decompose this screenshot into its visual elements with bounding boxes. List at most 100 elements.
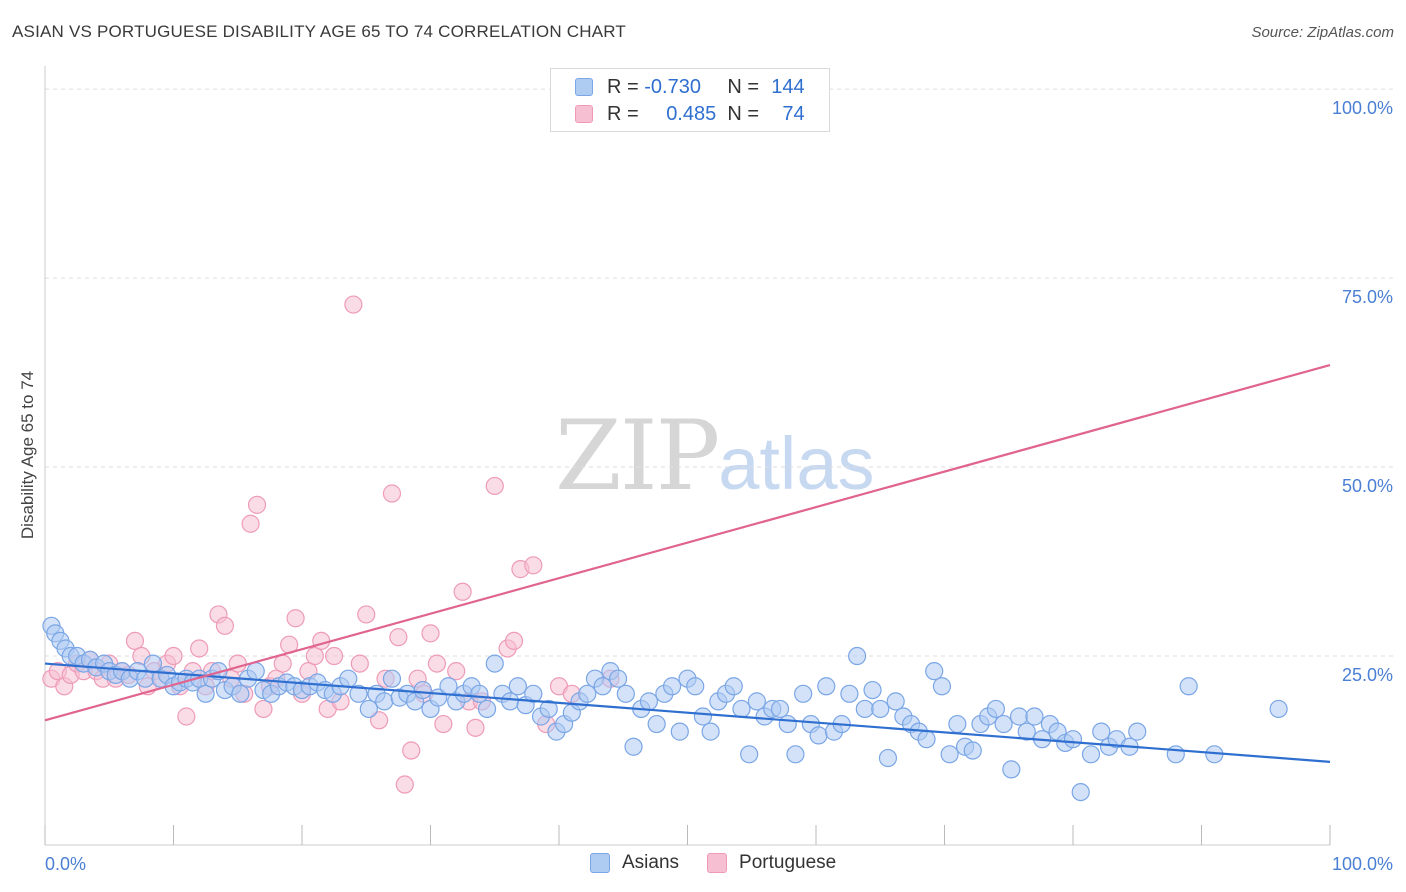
asian-point <box>609 669 628 688</box>
portuguese-point <box>434 714 453 734</box>
asian-point <box>732 699 751 719</box>
portuguese-point <box>273 654 292 673</box>
asian-point <box>196 684 215 703</box>
legend-item-asians[interactable]: Asians <box>590 852 679 874</box>
asian-point <box>994 714 1013 734</box>
portuguese-point <box>395 775 414 794</box>
asian-point <box>382 669 402 688</box>
asian-point <box>339 669 358 688</box>
asian-point <box>925 662 944 681</box>
y-tick-label: 75.0% <box>1342 287 1393 307</box>
y-tick-label: 50.0% <box>1342 476 1393 496</box>
watermark-atlas: atlas <box>718 422 875 505</box>
asian-swatch <box>575 78 593 96</box>
portuguese-point <box>370 711 389 730</box>
chart-title: ASIAN VS PORTUGUESE DISABILITY AGE 65 TO… <box>12 22 626 41</box>
asians-legend-swatch <box>590 853 610 873</box>
series-legend: Asians Portuguese <box>590 852 864 874</box>
portuguese-point <box>215 616 234 635</box>
y-tick-label: 100.0% <box>1332 98 1393 118</box>
portuguese-point <box>247 495 267 514</box>
portuguese-point <box>312 631 331 651</box>
portuguese-point <box>504 631 524 651</box>
asian-point <box>848 646 867 666</box>
portuguese-trend-line <box>44 363 1331 722</box>
portuguese-point <box>357 605 376 624</box>
legend-row-asians: R = -0.730 N = 144 <box>575 74 805 100</box>
asian-point <box>616 684 635 703</box>
asian-n-label: N = <box>727 75 760 98</box>
portuguese-point <box>389 628 408 647</box>
legend-row-portuguese: R = 0.485 N = 74 <box>575 101 805 127</box>
legend-item-portuguese[interactable]: Portuguese <box>707 852 836 874</box>
asian-point <box>963 741 982 760</box>
asian-point <box>747 692 766 711</box>
asian-point <box>932 677 952 696</box>
asian-point <box>539 699 558 719</box>
asian-point <box>878 748 898 768</box>
asian-point <box>1179 677 1198 696</box>
asian-point <box>209 662 228 681</box>
asian-point <box>1025 707 1044 726</box>
grid-lines <box>45 88 1393 657</box>
asians-legend-label: Asians <box>622 852 680 873</box>
asian-point <box>770 699 790 719</box>
portuguese-r-value: 0.485 <box>666 102 717 125</box>
portuguese-n-value: 74 <box>782 102 805 125</box>
y-tick-label: 25.0% <box>1342 665 1393 685</box>
portuguese-point <box>164 646 183 666</box>
portuguese-point <box>402 741 421 760</box>
correlation-legend: R = -0.730 N = 144 R = 0.485 N = 74 <box>550 68 830 132</box>
asian-point <box>143 654 163 673</box>
asian-point <box>662 677 682 696</box>
asian-point <box>886 692 905 711</box>
portuguese-legend-label: Portuguese <box>739 852 837 873</box>
portuguese-point <box>305 646 324 666</box>
asian-point <box>413 680 432 700</box>
asian-point <box>1081 745 1101 764</box>
asian-point <box>578 684 597 703</box>
asian-point <box>986 699 1006 719</box>
asian-point <box>724 677 743 696</box>
asian-point <box>740 745 759 764</box>
asian-point <box>1092 722 1111 741</box>
asian-point <box>375 692 394 711</box>
asian-point <box>231 684 250 703</box>
portuguese-swatch <box>575 105 593 123</box>
asian-point <box>647 714 666 734</box>
watermark: ZIPatlas <box>555 400 875 512</box>
portuguese-point <box>190 639 209 658</box>
asian-point <box>359 699 378 719</box>
asian-point <box>470 684 489 703</box>
portuguese-point <box>241 514 260 533</box>
asian-point <box>593 677 612 696</box>
portuguese-r-label: R = <box>607 102 639 125</box>
asian-point <box>524 684 543 703</box>
asian-point <box>855 699 874 719</box>
portuguese-point <box>453 582 472 601</box>
asian-point <box>794 684 813 703</box>
asian-point <box>246 662 265 681</box>
asian-point <box>701 722 720 741</box>
asian-point <box>508 677 527 696</box>
asian-point <box>1063 730 1083 749</box>
portuguese-point <box>325 646 344 666</box>
x-tick-label-min: 0.0% <box>45 854 86 874</box>
asian-point <box>1128 722 1147 741</box>
asian-point <box>778 714 797 734</box>
asian-trend-line <box>44 662 1331 763</box>
portuguese-point <box>524 556 543 575</box>
portuguese-point <box>125 631 145 651</box>
asian-point <box>1017 722 1036 741</box>
portuguese-legend-swatch <box>707 853 728 873</box>
portuguese-point <box>177 707 196 726</box>
asian-point <box>670 722 689 741</box>
portuguese-point <box>382 484 402 503</box>
portuguese-point <box>286 609 305 628</box>
trend-lines <box>44 363 1331 763</box>
asian-point <box>786 745 805 764</box>
asian-point <box>940 745 959 764</box>
asian-point <box>485 654 504 673</box>
asian-point <box>477 699 497 719</box>
